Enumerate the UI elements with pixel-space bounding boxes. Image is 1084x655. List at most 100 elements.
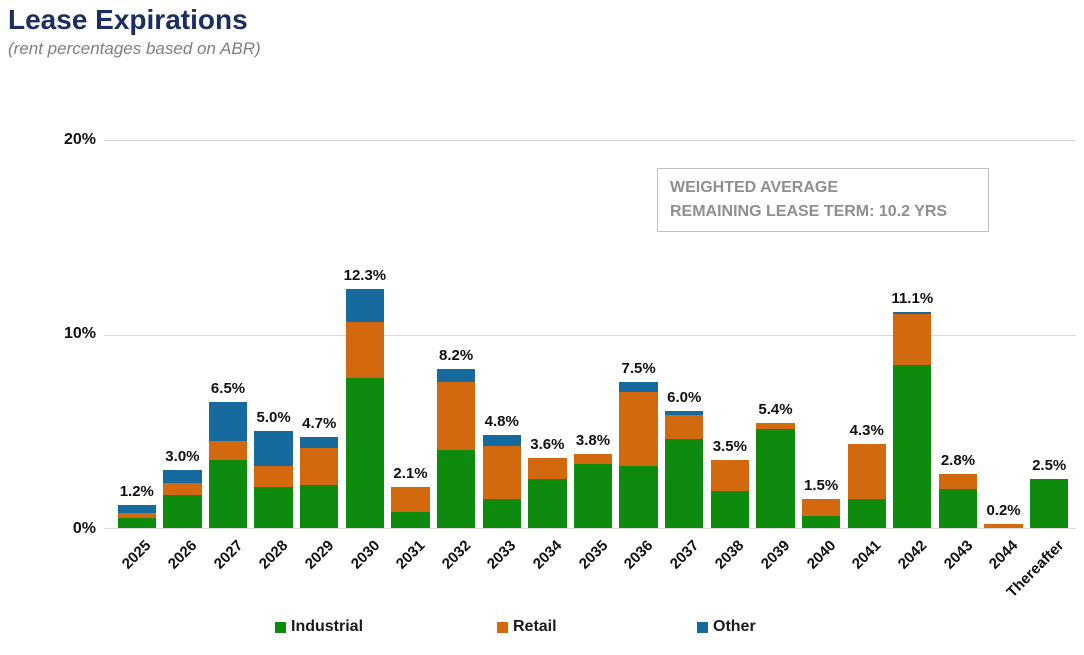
x-axis-label-2026: 2026 <box>164 537 201 573</box>
bar-stack-2027 <box>208 401 248 528</box>
bar-group-2031: 2.1% 2031 <box>388 140 434 573</box>
bar-segment-retail-2033 <box>482 446 521 499</box>
bar-segment-industrial-2043 <box>938 489 978 528</box>
chart-title: Lease Expirations <box>8 4 248 35</box>
bar-group-2030: 12.3% 2030 <box>342 140 388 573</box>
bar-segment-industrial-2035 <box>573 463 613 528</box>
bar-segment-industrial-2027 <box>208 459 248 528</box>
bar-total-label-2029: 4.7% <box>302 414 337 432</box>
bar-total-label-2033: 4.8% <box>484 412 519 430</box>
x-axis-label-2031: 2031 <box>392 537 429 573</box>
bar-group-2029: 4.7% 2029 <box>296 140 342 573</box>
x-axis-label-2044: 2044 <box>985 537 1022 573</box>
bar-stack-2033 <box>482 434 521 528</box>
bar-stack-2030 <box>345 288 385 528</box>
bar-segment-retail-2034 <box>528 457 567 480</box>
bar-total-label-2043: 2.8% <box>940 451 976 469</box>
bar-segment-retail-2031 <box>391 487 430 513</box>
legend-item-industrial: Industrial <box>275 618 363 636</box>
bar-segment-industrial-2038 <box>710 491 750 528</box>
x-axis-baseline <box>104 528 1076 529</box>
y-axis-label-0: 0% <box>72 520 96 537</box>
x-axis-label-2033: 2033 <box>484 537 520 573</box>
other-swatch-icon <box>697 621 708 633</box>
bar-segment-retail-2026 <box>163 483 202 495</box>
bar-total-label-2027: 6.5% <box>210 379 246 397</box>
bar-group-2027: 6.5% 2027 <box>205 140 251 573</box>
bar-segment-retail-2044 <box>984 524 1023 528</box>
bar-total-label-2039: 5.4% <box>758 400 793 418</box>
bar-total-label-2044: 0.2% <box>986 502 1021 520</box>
bar-segment-industrial-2030 <box>345 378 385 528</box>
bar-group-2025: 1.2% 2025 <box>114 140 160 573</box>
x-axis-label-2042: 2042 <box>894 537 931 573</box>
bar-group-2044: 0.2% 2044 <box>981 140 1027 573</box>
bar-segment-retail-2030 <box>345 321 385 379</box>
bar-group-2032: 8.2% 2032 <box>433 140 479 573</box>
bar-segment-industrial-2031 <box>391 512 430 528</box>
bar-total-label-2038: 3.5% <box>712 437 747 455</box>
x-axis-label-2043: 2043 <box>940 537 976 573</box>
bar-segment-retail-2039 <box>756 422 795 429</box>
bar-group-2037: 6.0% 2037 <box>661 140 707 573</box>
bar-total-label-2031: 2.1% <box>393 465 428 483</box>
bar-stack-2036 <box>619 382 658 528</box>
weighted-average-line1: WEIGHTED AVERAGE <box>670 179 839 196</box>
x-axis-label-2029: 2029 <box>301 537 338 573</box>
bar-segment-industrial-2041 <box>847 498 886 528</box>
gridline-20pct <box>104 140 1076 141</box>
bar-stack-2040 <box>801 498 841 528</box>
bar-segment-retail-2036 <box>619 391 658 466</box>
bar-stack-2029 <box>300 436 339 528</box>
bar-group-thereafter: 2.5% Thereafter <box>1003 140 1072 601</box>
bar-group-2040: 1.5% 2040 <box>798 140 844 573</box>
bar-stack-2039 <box>756 422 795 528</box>
bar-stack-2042 <box>893 312 932 528</box>
bar-segment-industrial-2040 <box>801 516 841 528</box>
x-axis-label-2038: 2038 <box>712 537 748 573</box>
bar-segment-retail-2043 <box>938 473 978 490</box>
plot-area: 1.2% 2025 3.0% 2026 6.5% 2027 5.0% 2028 4.7% 2029… <box>104 140 1076 601</box>
bar-group-2038: 3.5% 2038 <box>707 140 753 573</box>
bar-group-2035: 3.8% 2035 <box>570 140 616 573</box>
y-axis-label-20: 20% <box>63 131 96 148</box>
bar-total-label-2034: 3.6% <box>530 435 565 453</box>
bar-stack-2043 <box>938 473 978 528</box>
bar-segment-industrial-2032 <box>436 450 476 528</box>
bar-stack-2035 <box>573 454 613 528</box>
bar-group-2028: 5.0% 2028 <box>251 140 297 573</box>
bar-stack-2031 <box>391 487 430 528</box>
bars-layer: 1.2% 2025 3.0% 2026 6.5% 2027 5.0% 2028 4.7% 2029… <box>114 140 1072 601</box>
bar-total-label-thereafter: 2.5% <box>1032 457 1067 475</box>
bar-group-2026: 3.0% 2026 <box>160 140 206 573</box>
bar-segment-other-2028 <box>254 430 293 466</box>
x-axis-label-2035: 2035 <box>575 537 612 573</box>
retail-swatch-icon <box>497 621 508 633</box>
x-axis-label-2028: 2028 <box>256 537 292 573</box>
bar-segment-industrial-2034 <box>528 479 567 528</box>
bar-stack-2025 <box>117 504 156 528</box>
x-axis-label-2037: 2037 <box>666 537 703 573</box>
bar-group-2036: 7.5% 2036 <box>616 140 662 573</box>
bar-segment-industrial-2026 <box>163 494 202 528</box>
bar-segment-other-2037 <box>665 411 704 416</box>
bar-total-label-2036: 7.5% <box>621 360 656 378</box>
bar-segment-retail-2037 <box>665 415 704 439</box>
bar-group-2034: 3.6% 2034 <box>525 140 571 573</box>
x-axis-label-2030: 2030 <box>347 537 383 573</box>
x-axis-label-2034: 2034 <box>529 537 566 573</box>
legend-item-retail: Retail <box>497 618 557 636</box>
bar-segment-industrial-thereafter <box>1030 479 1069 528</box>
bar-total-label-2026: 3.0% <box>165 447 200 465</box>
bar-segment-other-2027 <box>208 401 248 441</box>
chart-subtitle: (rent percentages based on ABR) <box>8 39 261 58</box>
bar-segment-other-2026 <box>163 469 202 484</box>
legend-label-other: Other <box>713 618 756 635</box>
bar-segment-retail-2025 <box>117 513 156 519</box>
bar-stack-2028 <box>254 430 293 528</box>
bar-stack-2034 <box>528 457 567 528</box>
bar-segment-retail-2035 <box>573 454 613 464</box>
bar-segment-retail-2042 <box>893 314 932 365</box>
x-axis-label-2027: 2027 <box>210 537 247 573</box>
bar-segment-other-2025 <box>117 504 156 514</box>
